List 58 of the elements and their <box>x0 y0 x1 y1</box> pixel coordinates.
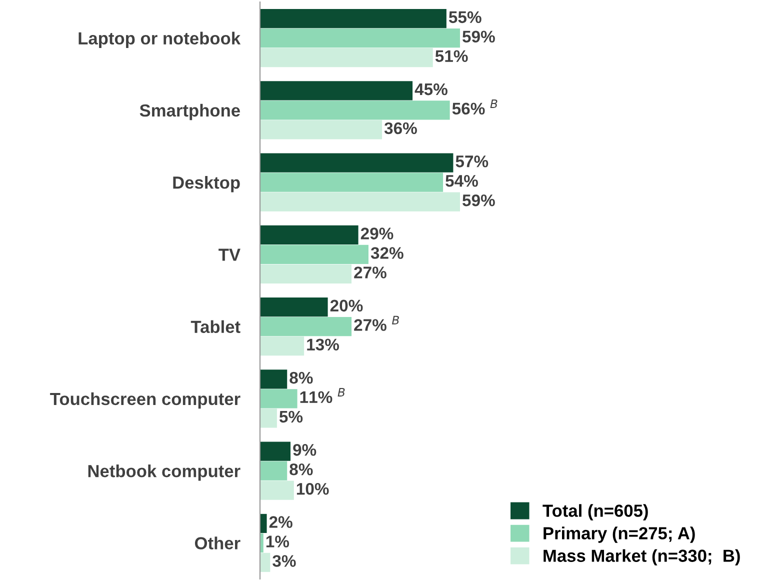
data-label: 9% <box>293 444 316 456</box>
data-label: 32% <box>370 247 404 259</box>
y-tick-label: TV <box>218 248 240 261</box>
data-label: 27% $^{B}$ <box>354 316 399 331</box>
y-tick-label: Netbook computer <box>88 464 240 481</box>
legend-label: Total (n=605) <box>542 504 648 520</box>
bar <box>260 298 328 317</box>
data-label: 51% <box>435 50 468 62</box>
y-tick-label: Other <box>194 536 240 550</box>
bar <box>260 336 304 356</box>
bar <box>260 9 446 28</box>
y-tick-label: Touchscreen computer <box>50 392 240 409</box>
bar <box>260 461 288 480</box>
data-label: 54% <box>446 175 478 187</box>
data-label: 57% <box>456 156 488 168</box>
bar <box>260 100 450 120</box>
bar <box>260 192 460 212</box>
bar <box>260 28 460 48</box>
data-label: 5% <box>279 410 303 423</box>
data-label: 3% <box>272 555 296 567</box>
data-label: 45% <box>414 83 448 96</box>
data-label: 56% $^{B}$ <box>452 99 498 115</box>
bar <box>260 442 291 461</box>
bar <box>260 514 267 534</box>
bar <box>260 172 444 192</box>
bar <box>260 552 270 572</box>
data-label: 10% <box>296 482 329 495</box>
data-label: 8% <box>290 372 313 384</box>
bar <box>260 120 382 140</box>
bar <box>260 264 352 284</box>
bar <box>260 48 433 68</box>
bar <box>260 153 454 172</box>
y-tick-label: Laptop or notebook <box>78 32 241 48</box>
data-label: 59% <box>462 194 495 206</box>
y-tick-label: Smartphone <box>140 104 240 120</box>
data-label: 20% <box>330 300 363 312</box>
legend-label: Mass Market (n=330; B) <box>544 549 740 566</box>
y-tick-label: Tablet <box>190 320 240 334</box>
bar <box>260 81 413 100</box>
data-label: 1% <box>266 536 290 548</box>
data-label: 8% <box>290 463 313 476</box>
bar <box>260 225 358 245</box>
bar <box>260 370 288 389</box>
data-label: 13% <box>307 338 339 351</box>
bar <box>260 408 277 428</box>
data-label: 11% $^{B}$ <box>300 388 345 404</box>
y-tick-label: Desktop <box>173 176 240 192</box>
data-label: 2% <box>269 516 292 528</box>
data-label: 59% <box>462 30 495 43</box>
bar <box>260 480 294 500</box>
data-label: 29% <box>360 228 394 240</box>
legend-label: Primary (n=275; A) <box>544 526 695 543</box>
data-label: 55% <box>448 11 482 24</box>
data-label: 27% <box>354 266 386 278</box>
bar <box>260 389 298 408</box>
bar <box>260 317 352 336</box>
bar <box>260 244 368 264</box>
data-label: 36% <box>384 122 417 134</box>
